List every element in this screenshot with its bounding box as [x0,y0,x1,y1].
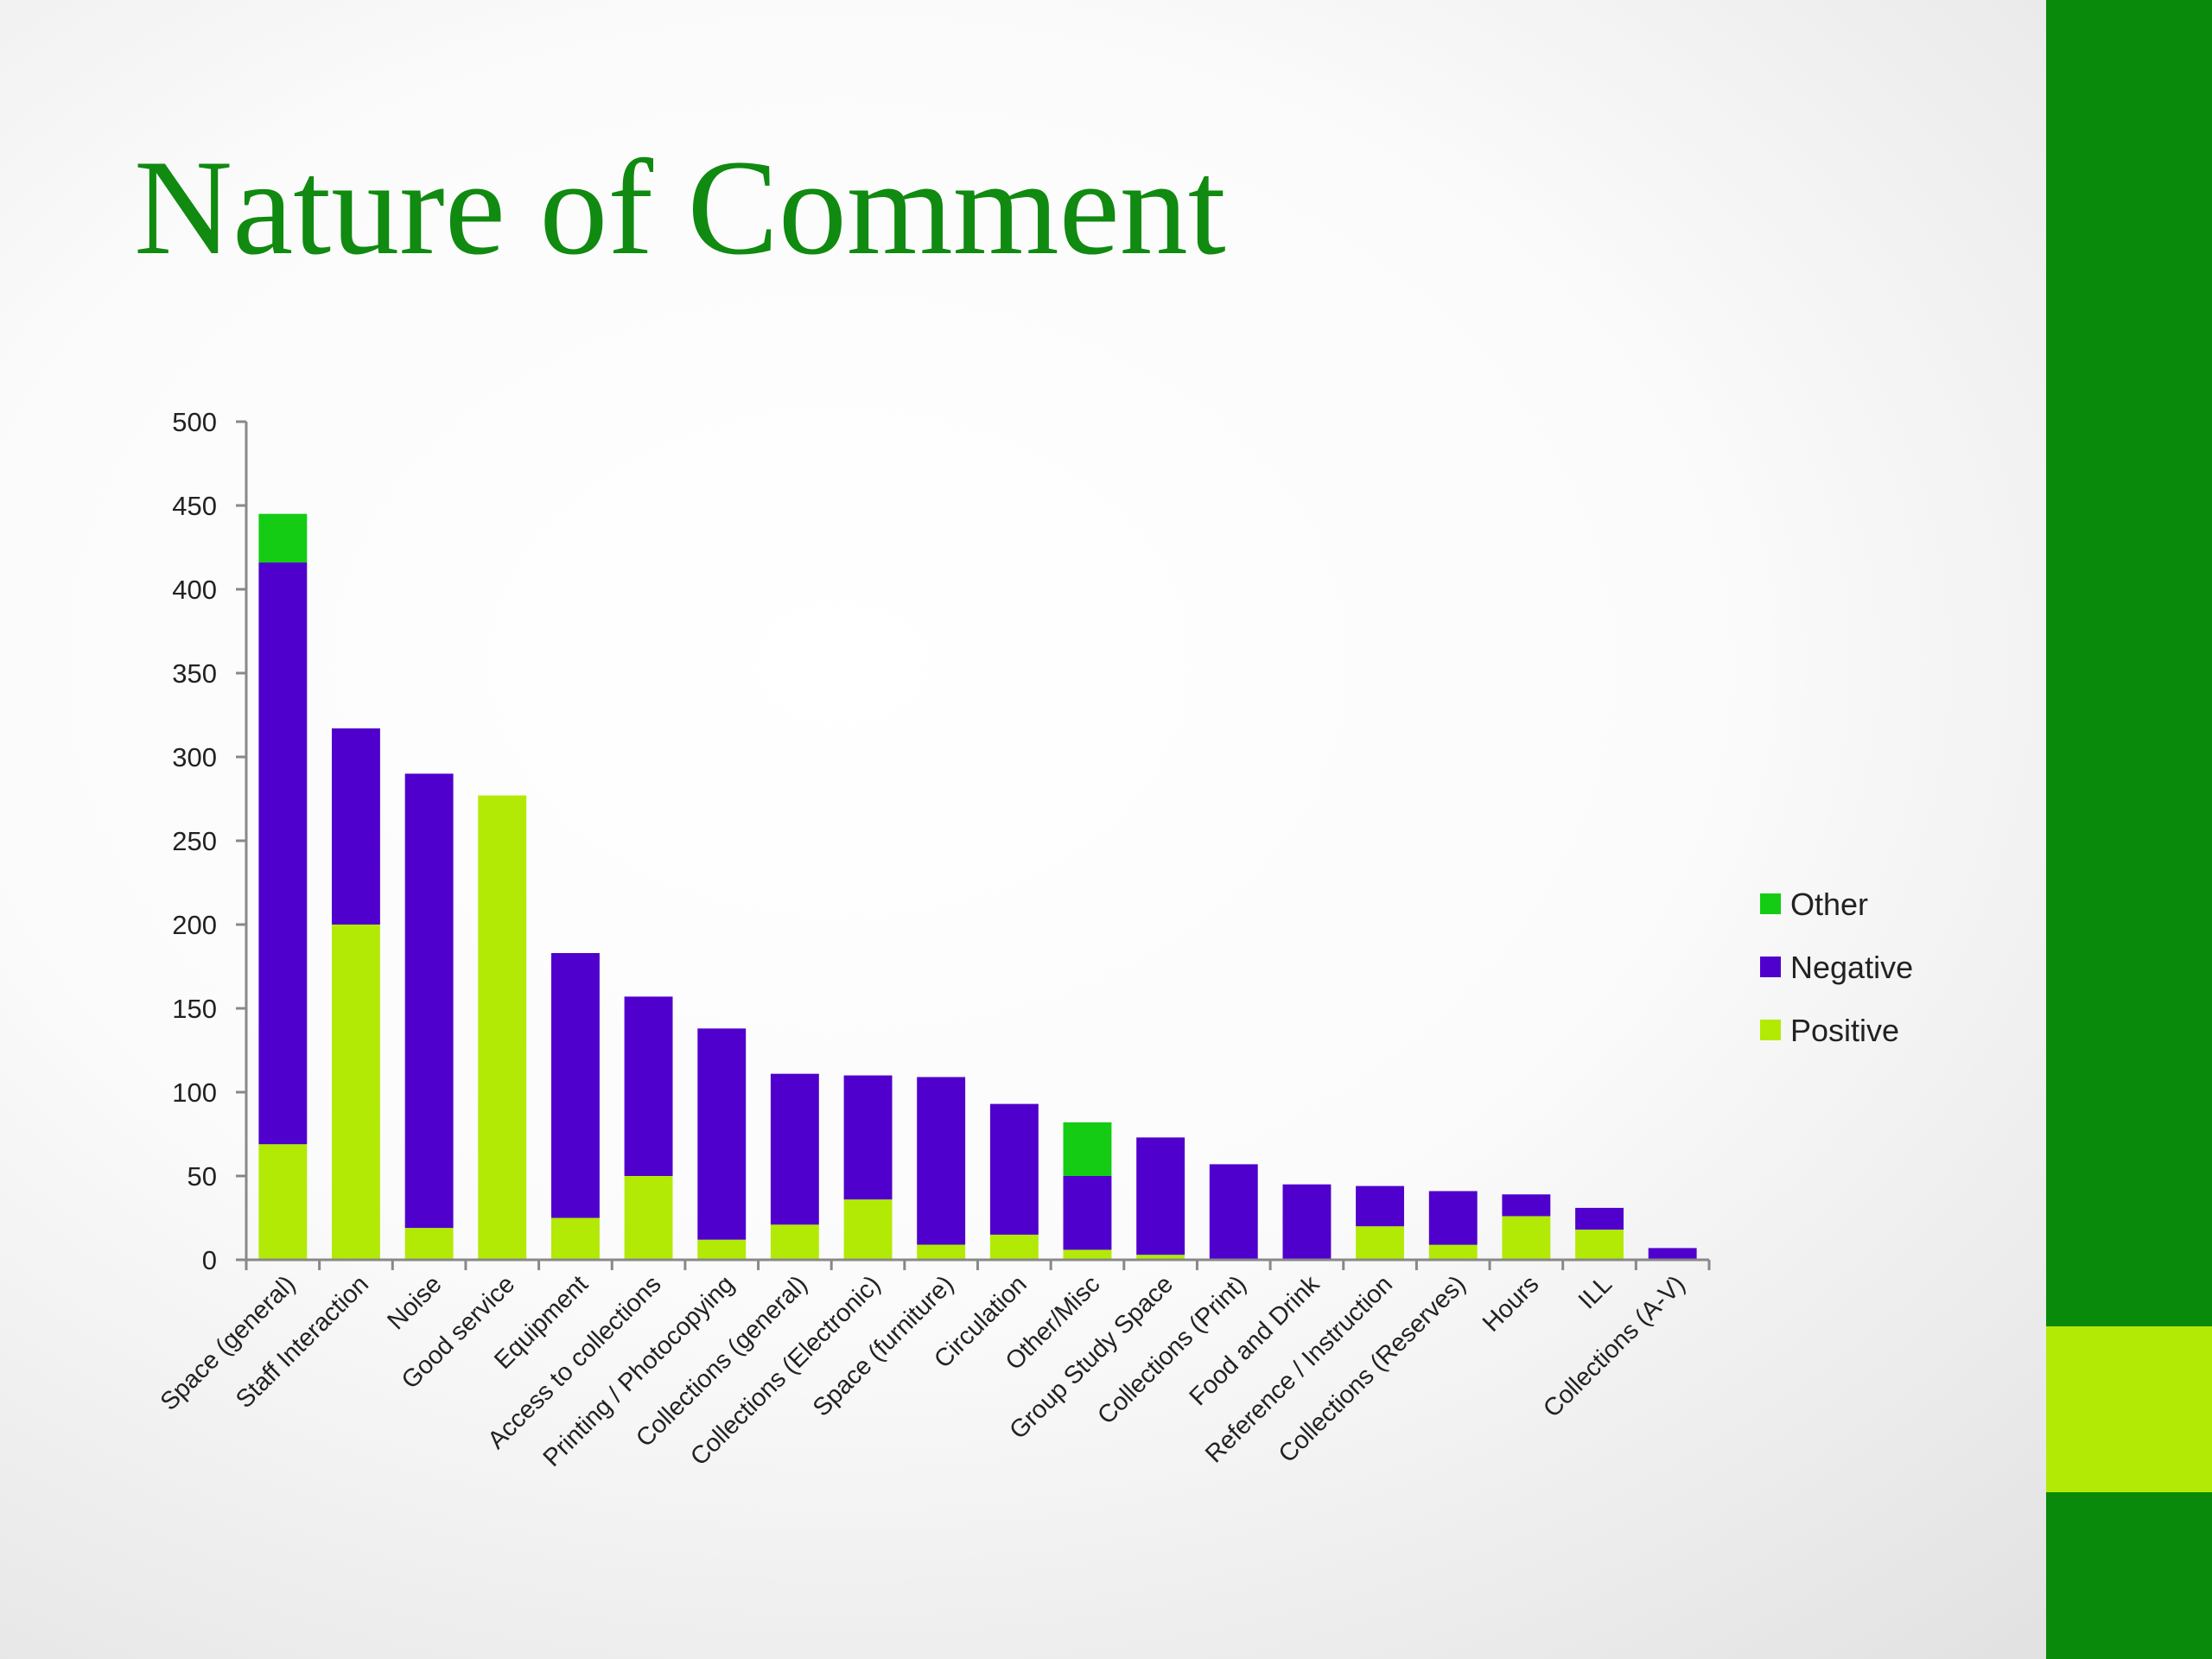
bar-positive-reference-instruction [1356,1226,1404,1260]
bar-negative-food-and-drink [1282,1184,1332,1260]
axes-group [236,420,1711,1270]
legend-label-positive: Positive [1790,1013,1899,1048]
bar-other-other-misc [1063,1122,1112,1176]
x-tick-label-collections-a-v: Collections (A-V) [1538,1270,1690,1422]
bar-negative-circulation [989,1103,1039,1235]
bar-positive-collections-general [770,1224,819,1260]
side-accent-block [2046,1326,2212,1492]
bar-negative-collections-reserves [1428,1191,1478,1245]
bar-negative-collections-print [1209,1164,1258,1260]
bar-negative-other-misc [1063,1176,1112,1250]
bar-negative-staff-interaction [332,728,380,925]
bar-positive-circulation [989,1234,1039,1260]
y-tick-label-400: 400 [172,575,217,605]
bar-negative-group-study-space [1136,1137,1185,1255]
bar-positive-printing-photocopying [697,1239,747,1260]
y-tick-label-300: 300 [172,742,217,772]
y-tick-label-200: 200 [172,910,217,940]
y-tick-label-450: 450 [172,491,217,521]
bar-positive-good-service [478,795,527,1260]
y-tick-label-350: 350 [172,658,217,689]
bar-positive-collections-reserves [1428,1244,1478,1260]
bar-positive-group-study-space [1136,1255,1185,1260]
bar-positive-space-general [258,1144,308,1260]
bar-negative-ill [1575,1207,1624,1230]
bar-positive-hours [1502,1216,1551,1260]
bar-positive-space-furniture [917,1244,966,1260]
bar-negative-collections-a-v [1648,1248,1697,1260]
legend-swatch-negative [1760,957,1781,977]
slide-title: Nature of Comment [134,132,1226,283]
x-tick-label-staff-interaction: Staff Interaction [231,1270,374,1414]
bar-negative-printing-photocopying [697,1028,747,1240]
bar-negative-collections-general [770,1073,819,1225]
y-tick-label-150: 150 [172,994,217,1024]
x-tick-label-space-general: Space (general) [156,1270,302,1416]
y-tick-label-500: 500 [172,407,217,437]
legend-swatch-other [1760,893,1781,914]
bar-negative-space-general [258,563,308,1145]
y-tick-label-100: 100 [172,1077,217,1108]
y-tick-label-50: 50 [188,1161,217,1192]
bar-positive-ill [1575,1230,1624,1260]
x-tick-label-noise: Noise [383,1270,448,1335]
bar-positive-noise [404,1228,454,1260]
legend-label-other: Other [1790,887,1868,922]
legend-label-negative: Negative [1790,950,1913,985]
legend: Other Negative Positive [1760,887,1913,1048]
bar-negative-equipment [551,953,600,1218]
y-tick-label-250: 250 [172,826,217,856]
bar-negative-access-to-collections [624,996,673,1176]
bar-positive-staff-interaction [332,925,380,1260]
bar-negative-noise [404,773,454,1229]
bar-positive-access-to-collections [624,1176,673,1260]
bar-positive-other-misc [1063,1249,1112,1260]
x-tick-label-hours: Hours [1478,1270,1544,1337]
bar-negative-hours [1502,1194,1551,1217]
y-tick-label-0: 0 [202,1245,217,1275]
bar-negative-space-furniture [917,1077,966,1245]
bar-positive-equipment [551,1217,600,1260]
legend-swatch-positive [1760,1020,1781,1040]
labels-group: 0 50 100 150 200 250 300 350 400 450 500 Space (gen… [156,407,1691,1472]
bar-positive-collections-electronic [843,1199,893,1260]
bar-negative-reference-instruction [1356,1185,1404,1227]
bars-group [258,513,1697,1260]
x-tick-label-ill: ILL [1573,1270,1618,1314]
bar-negative-collections-electronic [843,1075,893,1200]
bar-other-space-general [258,513,308,563]
x-tick-label-food-and-drink: Food and Drink [1185,1270,1325,1411]
